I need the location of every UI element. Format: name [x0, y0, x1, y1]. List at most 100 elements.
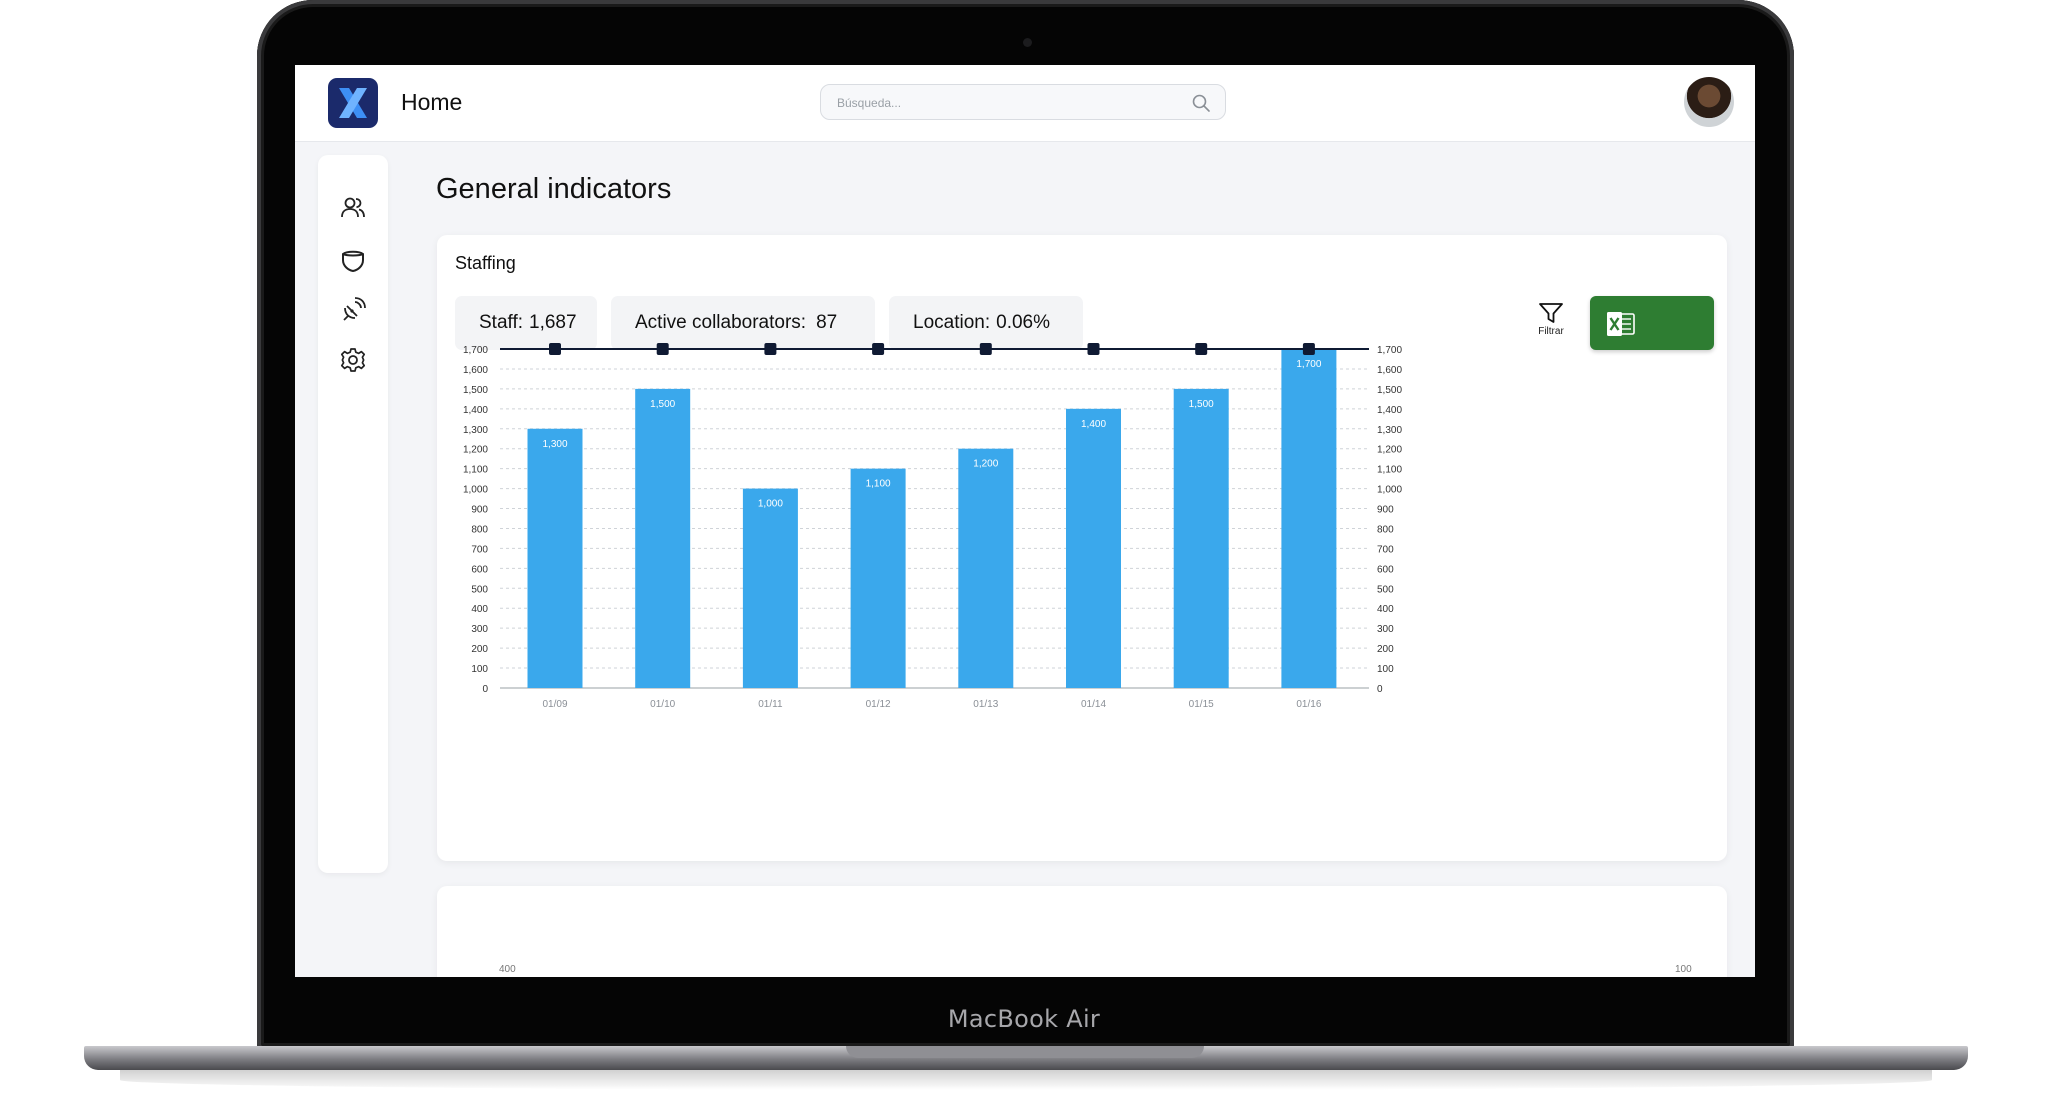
y-tick-label: 1,500 — [463, 385, 488, 396]
axis-tick: 400 — [499, 964, 516, 975]
excel-icon — [1607, 312, 1635, 336]
sidebar — [318, 155, 388, 873]
x-tick-label: 01/14 — [1081, 699, 1106, 710]
y-tick-label: 200 — [471, 644, 488, 655]
x-tick-label: 01/11 — [758, 699, 783, 710]
page-title: General indicators — [436, 173, 672, 205]
data-label: 1,200 — [973, 459, 998, 470]
y-tick-label: 1,000 — [463, 485, 488, 496]
filter-icon — [1539, 303, 1563, 323]
x-tick-label: 01/09 — [542, 699, 567, 710]
y2-tick-label: 300 — [1377, 624, 1394, 635]
y-tick-label: 900 — [471, 505, 488, 516]
export-excel-button[interactable] — [1590, 296, 1714, 350]
bar — [635, 388, 691, 688]
line-point — [1195, 343, 1208, 355]
data-label: 1,500 — [1189, 399, 1214, 410]
staffing-chart: 0 0 100 100 200 200 300 300 400 400 500 500 600 600 70… — [463, 343, 1402, 710]
bar — [1173, 388, 1229, 688]
app-logo[interactable] — [328, 78, 378, 128]
line-point — [979, 343, 992, 355]
stat-label: Staff: — [479, 312, 524, 333]
stat-active-collaborators: Active collaborators: 87 — [611, 296, 875, 350]
y-tick-label: 600 — [471, 564, 488, 575]
y2-tick-label: 1,600 — [1377, 365, 1402, 376]
y-tick-label: 500 — [471, 584, 488, 595]
y2-tick-label: 1,100 — [1377, 465, 1402, 476]
line-point — [1087, 343, 1100, 355]
stat-value: 87 — [816, 312, 838, 333]
y2-tick-label: 200 — [1377, 644, 1394, 655]
x-tick-label: 01/13 — [973, 699, 998, 710]
data-label: 1,000 — [758, 499, 783, 510]
filter-button[interactable]: Filtrar — [1530, 301, 1572, 345]
sidebar-item-settings[interactable] — [338, 345, 368, 375]
y2-tick-label: 1,000 — [1377, 485, 1402, 496]
stat-value: 1,687 — [529, 312, 577, 333]
shield-icon — [342, 250, 364, 273]
stat-label: Active collaborators: — [635, 312, 807, 333]
data-label: 1,400 — [1081, 419, 1106, 430]
y2-tick-label: 700 — [1377, 544, 1394, 555]
user-avatar[interactable] — [1684, 77, 1734, 127]
data-label: 1,300 — [542, 439, 567, 450]
camera — [1023, 38, 1032, 47]
y-tick-label: 300 — [471, 624, 488, 635]
y-tick-label: 1,600 — [463, 365, 488, 376]
y-tick-label: 1,700 — [463, 345, 488, 356]
y2-tick-label: 600 — [1377, 564, 1394, 575]
sidebar-item-shield[interactable] — [338, 245, 368, 275]
y-tick-label: 100 — [471, 664, 488, 675]
laptop-shadow — [120, 1070, 1932, 1090]
y2-tick-label: 400 — [1377, 604, 1394, 615]
x-tick-label: 01/16 — [1296, 699, 1321, 710]
line-point — [1302, 343, 1315, 355]
y2-tick-label: 1,300 — [1377, 425, 1402, 436]
screen: Home — [295, 65, 1755, 977]
stat-label: Location: — [913, 312, 991, 333]
bar — [527, 428, 583, 688]
y2-tick-label: 500 — [1377, 584, 1394, 595]
y2-tick-label: 900 — [1377, 505, 1394, 516]
gear-icon — [340, 348, 366, 372]
device-label: MacBook Air — [947, 1005, 1101, 1033]
search-input[interactable] — [835, 91, 1169, 115]
bar — [958, 448, 1014, 688]
sidebar-item-satellite[interactable] — [338, 295, 368, 325]
x-tick-label: 01/12 — [866, 699, 891, 710]
y2-tick-label: 1,500 — [1377, 385, 1402, 396]
bar — [742, 488, 798, 688]
y-tick-label: 400 — [471, 604, 488, 615]
y2-tick-label: 1,400 — [1377, 405, 1402, 416]
line-point — [764, 343, 777, 355]
search-icon[interactable] — [1191, 93, 1211, 113]
search-box[interactable] — [820, 84, 1226, 120]
data-label: 1,700 — [1296, 359, 1321, 370]
line-point — [656, 343, 669, 355]
top-bar: Home — [295, 65, 1755, 142]
y-tick-label: 700 — [471, 544, 488, 555]
bar — [1066, 408, 1121, 688]
y2-tick-label: 1,200 — [1377, 445, 1402, 456]
laptop-base-notch — [846, 1046, 1204, 1058]
line-point — [872, 343, 885, 355]
filter-label: Filtrar — [1538, 326, 1564, 337]
y2-tick-label: 100 — [1377, 664, 1394, 675]
x-tick-label: 01/15 — [1189, 699, 1214, 710]
y-tick-label: 800 — [471, 524, 488, 535]
secondary-card: 400 100 — [437, 886, 1727, 977]
staffing-card: Staffing Staff: 1,687 Active collaborato… — [437, 235, 1727, 861]
sidebar-item-users[interactable] — [338, 193, 368, 223]
card-title: Staffing — [455, 253, 516, 273]
logo-x-icon — [339, 88, 367, 118]
users-icon — [341, 197, 365, 218]
y2-tick-label: 800 — [1377, 524, 1394, 535]
y-tick-label: 0 — [482, 684, 488, 695]
app-title: Home — [401, 89, 463, 115]
stat-staff: Staff: 1,687 — [455, 296, 597, 350]
satellite-icon — [343, 297, 366, 321]
data-label: 1,100 — [866, 479, 891, 490]
y2-tick-label: 0 — [1377, 684, 1383, 695]
y-tick-label: 1,100 — [463, 465, 488, 476]
y-tick-label: 1,400 — [463, 405, 488, 416]
